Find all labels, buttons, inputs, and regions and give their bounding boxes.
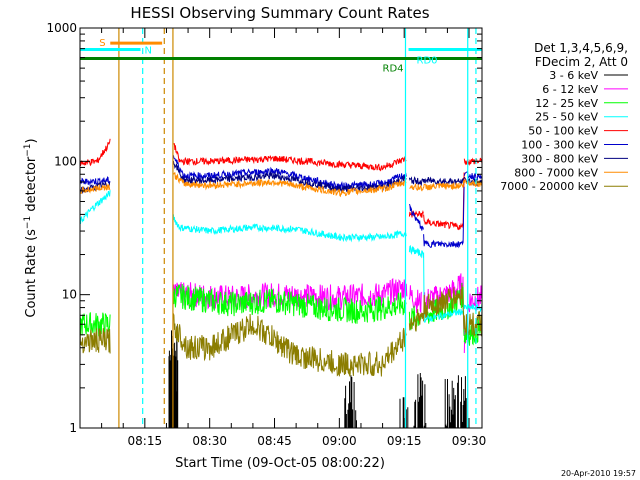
flag-label-rd0: RD0 [417,55,438,66]
y-label-end: ) [24,138,39,143]
x-tick-label: 08:30 [192,434,227,448]
chart-title: HESSI Observing Summary Count Rates [130,4,429,22]
y-label-sup2: −1 [23,143,33,156]
x-tick-label: 08:15 [128,434,163,448]
legend-label-100-300-kev: 100 - 300 keV [521,139,598,152]
series-line-25-50-kev [80,190,482,323]
x-tick-label: 09:30 [452,434,487,448]
legend-label-6-12-kev: 6 - 12 keV [542,83,598,96]
y-tick-label: 100 [54,154,77,168]
y-tick-label: 10 [62,288,77,302]
legend-header-line-1: Det 1,3,4,5,6,9, [534,41,628,55]
series-line-50-100-kev [80,138,482,231]
legend-label-50-100-kev: 50 - 100 keV [528,125,598,138]
legend-label-3-6-kev: 3 - 6 keV [549,69,598,82]
legend-header-line-2: FDecim 2, Att 0 [535,55,628,69]
y-label-main: Count Rate (s [24,229,39,318]
legend-label-25-50-kev: 25 - 50 keV [535,111,598,124]
plot-content [80,28,482,428]
y-axis-label: Count Rate (s−1 detector−1) [23,138,39,317]
x-tick-label: 09:15 [387,434,422,448]
x-axis-label: Start Time (09-Oct-05 08:00:22) [175,456,385,471]
plot-frame [79,27,483,429]
legend-label-300-800-kev: 300 - 800 keV [521,152,598,165]
legend-label-12-25-kev: 12 - 25 keV [535,97,598,110]
legend-label-7000-20000-kev: 7000 - 20000 keV [500,180,598,193]
series-line-100-300-kev [80,155,482,249]
y-label-sup1: −1 [23,216,33,229]
series-line-3-6-kev [168,325,467,428]
series-line-300-800-kev [80,160,482,195]
plot-area: S N RD0 RD4 [80,28,482,428]
y-tick-label: 1 [69,421,77,435]
legend: Det 1,3,4,5,6,9, FDecim 2, Att 0 3 - 6 k… [500,41,628,193]
flag-label-s: S [99,38,105,49]
x-tick-label: 08:45 [257,434,292,448]
y-tick-label: 1000 [46,21,77,35]
flag-label-n: N [145,45,152,56]
flag-label-rd4: RD4 [383,64,404,75]
y-label-mid: detector [24,156,39,216]
axis-ticks: 1 10 100 1000 08:15 08:30 08:45 09:00 09:15 09:30 [46,21,486,448]
legend-label-800-7000-kev: 800 - 7000 keV [514,166,598,179]
series-line-800-7000-kev [80,172,482,198]
series-line-7000-20000-kev [80,284,482,377]
x-tick-label: 09:00 [322,434,357,448]
timestamp: 20-Apr-2010 19:57 [561,469,636,478]
